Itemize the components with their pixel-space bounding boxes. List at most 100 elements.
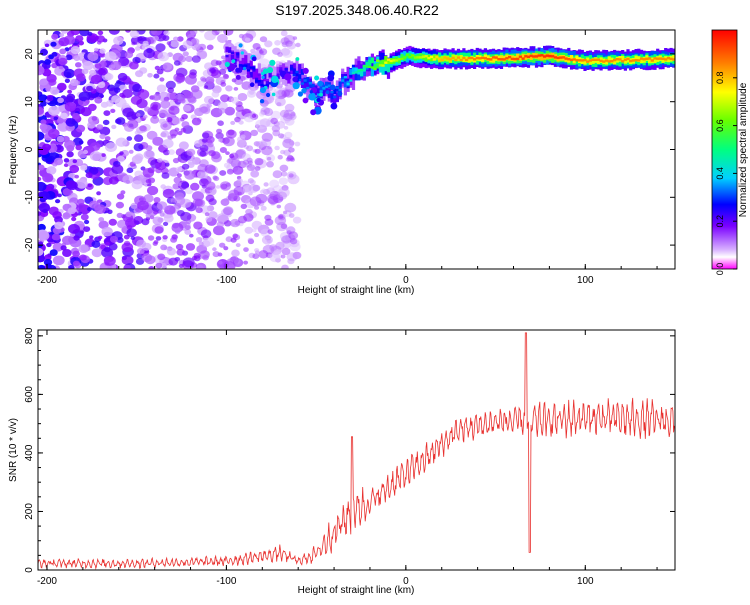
noise-blob (287, 258, 295, 265)
ridge-cell (572, 58, 576, 61)
ridge-cell (534, 55, 539, 58)
spectrogram-xtick-label: 100 (577, 275, 594, 286)
noise-blob (274, 97, 286, 107)
ridge-cell (615, 58, 619, 61)
ridge-cell (279, 69, 283, 72)
onset-blob (297, 91, 303, 97)
spectrogram-xtick-label: -200 (37, 275, 57, 286)
noise-blob (254, 166, 261, 171)
noise-blob (146, 47, 153, 54)
spectrogram-data (38, 30, 675, 269)
noise-blob (40, 48, 48, 56)
noise-blob (181, 121, 190, 128)
ridge-cell (524, 55, 528, 58)
noise-blob (225, 85, 233, 92)
noise-blob (204, 164, 216, 174)
noise-blob (71, 216, 77, 222)
ridge-cell (349, 70, 353, 86)
noise-blob (286, 41, 297, 50)
noise-blob (282, 235, 292, 244)
noise-blob (153, 210, 159, 215)
noise-blob (120, 190, 126, 195)
ridge-cell (263, 84, 267, 87)
ridge-cell (599, 59, 603, 63)
ridge-cell (308, 81, 312, 88)
ridge-cell (335, 92, 339, 102)
ridge-cell (333, 88, 337, 95)
noise-blob (165, 80, 176, 90)
ridge-cell (343, 74, 347, 84)
noise-blob (75, 144, 82, 151)
ridge-cell (260, 84, 264, 87)
ridge-cell (298, 64, 302, 74)
noise-blob (191, 117, 202, 126)
noise-blob (162, 188, 175, 199)
noise-blob (184, 225, 191, 231)
noise-blob (54, 221, 64, 230)
ridge-cell (368, 59, 372, 66)
noise-blob (147, 73, 153, 78)
noise-blob (190, 182, 200, 191)
noise-blob (129, 61, 139, 70)
ridge-cell (292, 68, 296, 75)
ridge-cell (465, 58, 469, 62)
noise-blob (284, 117, 295, 126)
snr-xtick-label: 100 (577, 576, 594, 587)
noise-blob (286, 252, 298, 262)
noise-blob (160, 100, 171, 109)
noise-blob (136, 239, 147, 248)
noise-blob (242, 184, 254, 194)
noise-blob (215, 60, 222, 66)
ridge-cell (395, 59, 399, 62)
noise-blob (189, 233, 194, 238)
noise-blob (175, 74, 186, 83)
noise-blob (38, 223, 46, 232)
ridge-cell (225, 46, 229, 53)
noise-blob (225, 129, 237, 139)
noise-blob (65, 118, 77, 127)
noise-blob (223, 162, 231, 168)
noise-blob (49, 249, 58, 256)
ridge-cell (489, 58, 493, 61)
noise-blob (46, 166, 57, 175)
ridge-cell (381, 59, 385, 66)
ridge-cell (276, 66, 280, 77)
noise-blob (145, 179, 152, 184)
noise-blob (261, 132, 273, 142)
ridge-cell (252, 69, 256, 80)
noise-blob (295, 42, 301, 48)
spectrogram-ytick-label: -10 (24, 190, 35, 205)
noise-blob (288, 147, 295, 153)
noise-blob (163, 221, 169, 226)
noise-blob (130, 202, 138, 209)
noise-blob (145, 150, 155, 158)
noise-blob (80, 107, 92, 117)
noise-blob (271, 125, 281, 133)
noise-blob (220, 64, 226, 69)
noise-blob (61, 30, 68, 34)
ridge-cell (491, 56, 496, 59)
ridge-cell (631, 59, 635, 62)
snr-data (38, 332, 675, 570)
noise-blob (38, 94, 48, 103)
noise-blob (132, 83, 143, 93)
ridge-cell (666, 57, 670, 60)
spectrogram-xtick-label: 0 (403, 275, 409, 286)
noise-blob (217, 101, 228, 111)
onset-blob (251, 56, 257, 62)
ridge-cell (408, 53, 412, 59)
noise-blob (174, 196, 186, 206)
ridge-cell (596, 58, 600, 64)
noise-blob (262, 94, 274, 104)
noise-blob (181, 114, 188, 120)
noise-blob (184, 229, 192, 235)
noise-blob (174, 229, 181, 234)
onset-blob (257, 73, 261, 77)
noise-blob (72, 260, 80, 267)
noise-blob (209, 67, 216, 74)
noise-blob (195, 237, 203, 243)
noise-blob (57, 82, 67, 91)
onset-blob (292, 76, 298, 83)
ridge-cell (626, 57, 630, 61)
